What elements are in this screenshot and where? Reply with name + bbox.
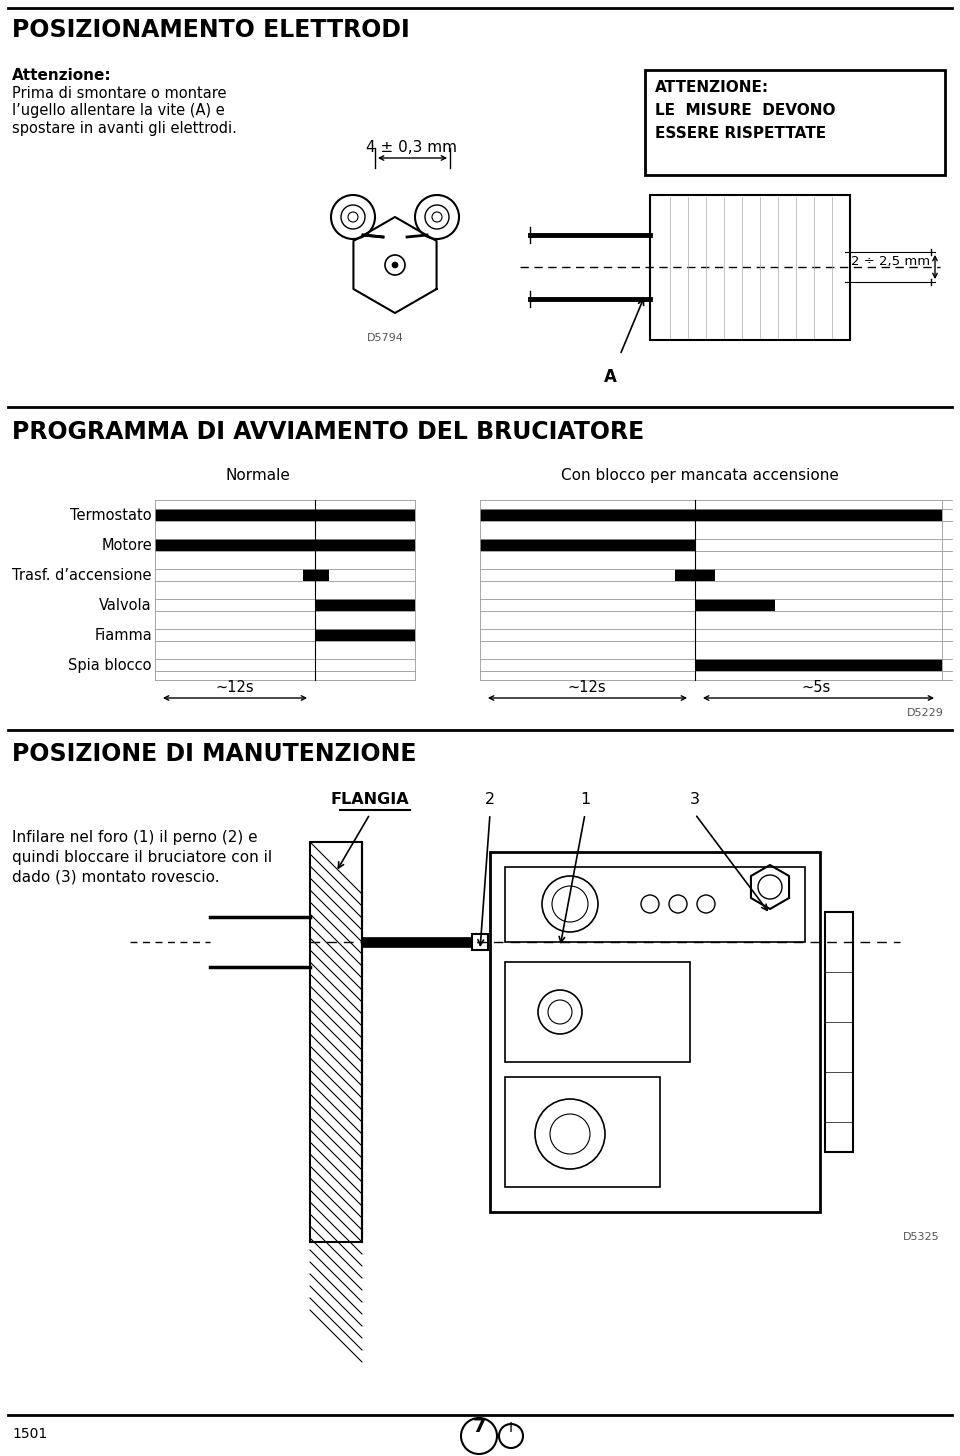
Bar — [310, 842, 362, 1242]
Bar — [315, 598, 415, 612]
Text: Attenzione:: Attenzione: — [12, 68, 111, 83]
Text: Motore: Motore — [101, 539, 152, 553]
Bar — [315, 629, 415, 641]
Text: Normale: Normale — [226, 467, 291, 483]
Bar — [505, 866, 805, 942]
Text: I: I — [509, 1421, 513, 1436]
Circle shape — [392, 262, 398, 268]
Text: FLANGIA: FLANGIA — [330, 792, 409, 807]
Text: POSIZIONE DI MANUTENZIONE: POSIZIONE DI MANUTENZIONE — [12, 743, 417, 766]
Bar — [480, 510, 942, 521]
Text: dado (3) montato rovescio.: dado (3) montato rovescio. — [12, 871, 220, 885]
Bar — [480, 539, 695, 550]
Text: 2 ÷ 2,5 mm: 2 ÷ 2,5 mm — [851, 255, 930, 268]
Bar — [825, 911, 853, 1152]
Text: 1501: 1501 — [12, 1427, 47, 1441]
Text: Valvola: Valvola — [100, 598, 152, 613]
Bar — [362, 938, 482, 946]
Text: Termostato: Termostato — [70, 508, 152, 523]
Text: ~5s: ~5s — [802, 680, 830, 695]
Bar — [303, 569, 329, 581]
Text: Trasf. d’accensione: Trasf. d’accensione — [12, 568, 152, 582]
Text: 2: 2 — [485, 792, 495, 807]
Text: D5794: D5794 — [367, 333, 403, 344]
Text: ~12s: ~12s — [216, 680, 254, 695]
Text: ~12s: ~12s — [567, 680, 607, 695]
Text: 4 ± 0,3 mm: 4 ± 0,3 mm — [367, 140, 458, 154]
Text: 1: 1 — [580, 792, 590, 807]
Text: ESSERE RISPETTATE: ESSERE RISPETTATE — [655, 127, 827, 141]
Text: D5229: D5229 — [907, 708, 944, 718]
Text: PROGRAMMA DI AVVIAMENTO DEL BRUCIATORE: PROGRAMMA DI AVVIAMENTO DEL BRUCIATORE — [12, 419, 644, 444]
Text: Con blocco per mancata accensione: Con blocco per mancata accensione — [561, 467, 839, 483]
Text: Prima di smontare o montare
l’ugello allentare la vite (A) e
spostare in avanti : Prima di smontare o montare l’ugello all… — [12, 86, 237, 135]
Bar — [490, 852, 820, 1211]
Text: Fiamma: Fiamma — [94, 628, 152, 644]
Text: POSIZIONAMENTO ELETTRODI: POSIZIONAMENTO ELETTRODI — [12, 17, 410, 42]
Text: A: A — [604, 368, 616, 386]
Text: Spia blocco: Spia blocco — [68, 658, 152, 673]
Bar — [155, 539, 415, 550]
Bar — [650, 195, 850, 341]
Bar — [505, 962, 690, 1061]
Text: 3: 3 — [690, 792, 700, 807]
Bar — [695, 598, 775, 612]
Text: D5325: D5325 — [903, 1232, 940, 1242]
Bar — [155, 510, 415, 521]
Bar — [645, 70, 945, 175]
Bar — [675, 569, 715, 581]
Bar — [695, 660, 942, 671]
Bar — [505, 1077, 660, 1187]
Text: quindi bloccare il bruciatore con il: quindi bloccare il bruciatore con il — [12, 850, 272, 865]
Text: ATTENZIONE:: ATTENZIONE: — [655, 80, 769, 95]
Text: Infilare nel foro (1) il perno (2) e: Infilare nel foro (1) il perno (2) e — [12, 830, 257, 844]
Text: LE  MISURE  DEVONO: LE MISURE DEVONO — [655, 103, 835, 118]
Bar — [472, 933, 488, 949]
Text: 7: 7 — [472, 1417, 486, 1436]
